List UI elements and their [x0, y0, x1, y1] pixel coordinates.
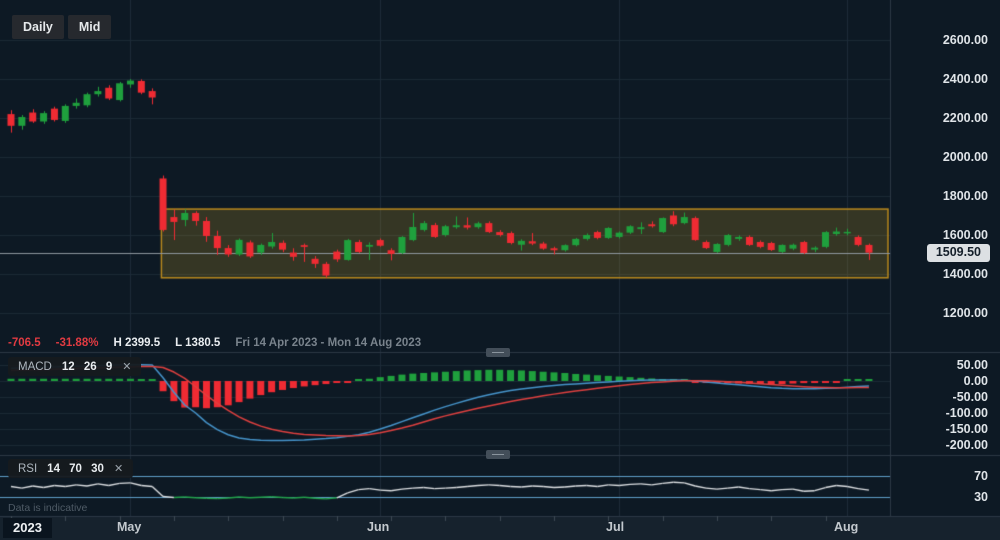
macd-axis-tick: -150.00: [945, 422, 988, 436]
rsi-indicator-label: RSI 14 70 30 ✕: [8, 459, 134, 478]
macd-indicator-label: MACD 12 26 9 ✕: [8, 357, 142, 376]
macd-axis-tick: -200.00: [945, 438, 988, 452]
macd-axis-tick: 0.00: [963, 374, 988, 388]
rsi-axis-tick: 30: [974, 490, 988, 504]
year-label: 2023: [3, 518, 52, 538]
pane-resize-handle-rsi[interactable]: [486, 450, 510, 459]
price-mode-mid-button[interactable]: Mid: [67, 15, 112, 39]
price-axis-tick: 1400.00: [942, 267, 988, 281]
date-range: Fri 14 Apr 2023 - Mon 14 Aug 2023: [235, 337, 422, 349]
timeframe-toolbar: Daily Mid: [12, 15, 112, 39]
last-price-label: 1509.50: [926, 244, 990, 262]
macd-params: 12 26 9: [61, 360, 113, 373]
time-axis-month-label: Jun: [367, 520, 390, 534]
time-axis-month-label: Jul: [606, 520, 625, 534]
price-axis-tick: 1200.00: [942, 306, 988, 320]
macd-close-icon[interactable]: ✕: [122, 361, 132, 373]
price-axis-tick: 2000.00: [942, 150, 988, 164]
macd-axis-tick: -50.00: [952, 390, 988, 404]
price-axis-tick: 1800.00: [942, 189, 988, 203]
rsi-params: 14 70 30: [47, 462, 104, 475]
period-high: H 2399.5: [113, 337, 161, 349]
price-axis-tick: 1600.00: [942, 228, 988, 242]
macd-name: MACD: [18, 360, 52, 373]
disclaimer-text: Data is indicative: [8, 502, 88, 514]
price-axis-tick: 2400.00: [942, 72, 988, 86]
timeframe-daily-button[interactable]: Daily: [12, 15, 64, 39]
price-axis-tick: 2600.00: [942, 33, 988, 47]
time-axis-month-label: May: [117, 520, 142, 534]
rsi-axis-tick: 70: [974, 469, 988, 483]
price-axis-tick: 2200.00: [942, 111, 988, 125]
change-value: -706.5: [8, 337, 41, 349]
change-percent: -31.88%: [55, 337, 99, 349]
rsi-name: RSI: [18, 462, 38, 475]
macd-axis-tick: 50.00: [956, 358, 988, 372]
summary-bar: -706.5 -31.88% H 2399.5 L 1380.5 Fri 14 …: [8, 337, 421, 349]
pane-resize-handle-macd[interactable]: [486, 348, 510, 357]
macd-axis-tick: -100.00: [945, 406, 988, 420]
time-axis-month-label: Aug: [834, 520, 859, 534]
period-low: L 1380.5: [175, 337, 221, 349]
rsi-close-icon[interactable]: ✕: [113, 463, 124, 475]
